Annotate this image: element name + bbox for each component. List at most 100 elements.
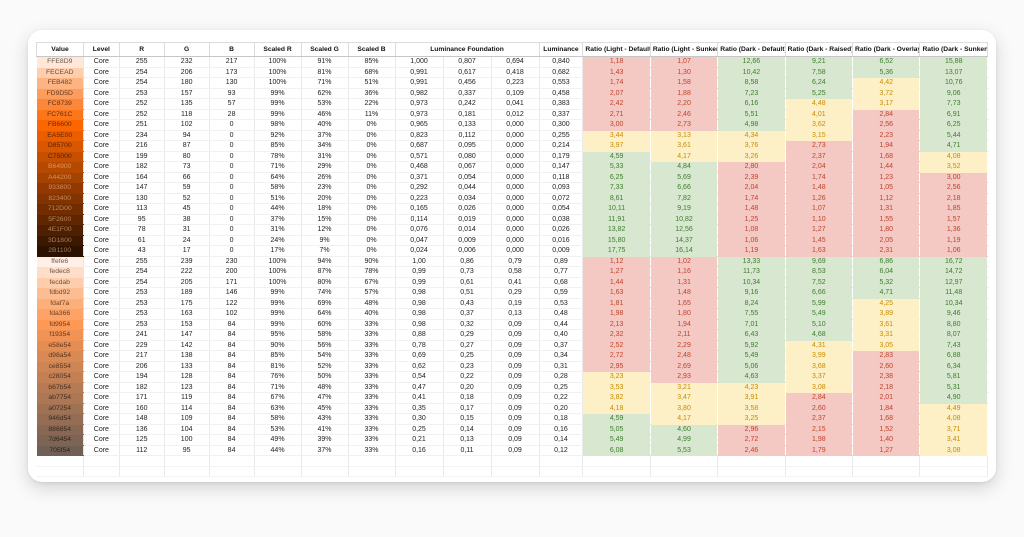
ratio-cell[interactable]: 4,42 (852, 77, 921, 89)
luminance-foundation-cell[interactable]: 0,43 (443, 298, 492, 309)
scaled-b-cell[interactable]: 33% (348, 434, 396, 446)
color-swatch-cell[interactable]: FC8739 (36, 98, 84, 110)
scaled-g-cell[interactable]: 60% (301, 319, 349, 330)
scaled-r-cell[interactable]: 51% (254, 193, 302, 204)
r-cell[interactable]: 253 (119, 308, 165, 320)
ratio-cell[interactable]: 5,49 (717, 350, 786, 362)
luminance-foundation-cell[interactable]: 0,371 (395, 172, 444, 183)
ratio-cell[interactable]: 1,07 (650, 56, 719, 68)
scaled-b-cell[interactable]: 90% (348, 256, 396, 267)
ratio-cell[interactable]: 2,46 (717, 445, 786, 456)
luminance-foundation-cell[interactable]: 0,20 (443, 382, 492, 393)
luminance-foundation-cell[interactable]: 0,067 (443, 161, 492, 173)
luminance-foundation-cell[interactable]: 0,041 (491, 98, 540, 110)
empty-cell[interactable] (36, 466, 84, 477)
ratio-cell[interactable]: 7,43 (919, 340, 988, 351)
g-cell[interactable]: 73 (164, 161, 210, 173)
ratio-cell[interactable]: 5,10 (785, 319, 854, 330)
level-cell[interactable]: Core (83, 77, 120, 89)
ratio-cell[interactable]: 2,46 (650, 109, 719, 120)
scaled-b-cell[interactable]: 51% (348, 77, 396, 89)
color-swatch-cell[interactable]: 886854 (36, 424, 84, 435)
ratio-cell[interactable]: 3,23 (582, 371, 651, 383)
g-cell[interactable]: 135 (164, 98, 210, 110)
ratio-cell[interactable]: 1,55 (852, 214, 921, 225)
ratio-cell[interactable]: 1,10 (785, 214, 854, 225)
g-cell[interactable]: 206 (164, 67, 210, 78)
luminance-foundation-cell[interactable]: 0,09 (491, 319, 540, 330)
luminance-foundation-cell[interactable]: 0,034 (443, 193, 492, 204)
r-cell[interactable]: 182 (119, 161, 165, 173)
scaled-r-cell[interactable]: 100% (254, 67, 302, 78)
r-cell[interactable]: 130 (119, 193, 165, 204)
level-cell[interactable]: Core (83, 413, 120, 425)
scaled-r-cell[interactable]: 92% (254, 130, 302, 141)
luminance-cell[interactable]: 0,59 (539, 287, 584, 299)
luminance-cell[interactable]: 0,179 (539, 151, 584, 162)
luminance-cell[interactable]: 0,34 (539, 350, 584, 362)
color-swatch-cell[interactable]: ab7754 (36, 392, 84, 404)
empty-cell[interactable] (717, 455, 786, 467)
scaled-g-cell[interactable]: 26% (301, 172, 349, 183)
scaled-r-cell[interactable]: 58% (254, 182, 302, 194)
scaled-r-cell[interactable]: 100% (254, 77, 302, 89)
scaled-b-cell[interactable]: 22% (348, 98, 396, 110)
g-cell[interactable]: 239 (164, 256, 210, 267)
b-cell[interactable]: 84 (209, 403, 255, 414)
luminance-foundation-cell[interactable]: 0,973 (395, 98, 444, 110)
color-swatch-cell[interactable]: d98a54 (36, 350, 84, 362)
r-cell[interactable]: 182 (119, 382, 165, 393)
r-cell[interactable]: 229 (119, 340, 165, 351)
ratio-cell[interactable]: 5,44 (919, 130, 988, 141)
luminance-cell[interactable]: 0,25 (539, 382, 584, 393)
ratio-cell[interactable]: 12,66 (717, 56, 786, 68)
ratio-cell[interactable]: 1,57 (919, 214, 988, 225)
luminance-foundation-cell[interactable]: 0,181 (443, 109, 492, 120)
scaled-r-cell[interactable]: 37% (254, 214, 302, 225)
ratio-cell[interactable]: 4,17 (650, 151, 719, 162)
ratio-cell[interactable]: 2,18 (852, 382, 921, 393)
ratio-cell[interactable]: 1,80 (852, 224, 921, 236)
color-swatch-cell[interactable]: 5F2600 (36, 214, 84, 225)
ratio-cell[interactable]: 7,01 (717, 319, 786, 330)
empty-cell[interactable] (539, 455, 584, 467)
ratio-cell[interactable]: 2,83 (852, 350, 921, 362)
luminance-cell[interactable]: 0,22 (539, 392, 584, 404)
ratio-cell[interactable]: 8,24 (717, 298, 786, 309)
ratio-cell[interactable]: 4,84 (650, 161, 719, 173)
ratio-cell[interactable]: 8,61 (582, 193, 651, 204)
col-header-luminance-foundation[interactable]: Luminance Foundation (394, 42, 540, 57)
b-cell[interactable]: 217 (209, 56, 255, 68)
ratio-cell[interactable]: 6,66 (650, 182, 719, 194)
luminance-cell[interactable]: 0,337 (539, 109, 584, 120)
col-header-ratio-dark-raised[interactable]: Ratio (Dark - Raised) (784, 42, 854, 57)
ratio-cell[interactable]: 1,74 (717, 193, 786, 204)
empty-cell[interactable] (83, 455, 120, 467)
b-cell[interactable]: 84 (209, 371, 255, 383)
luminance-cell[interactable]: 0,48 (539, 308, 584, 320)
ratio-cell[interactable]: 10,34 (919, 298, 988, 309)
ratio-cell[interactable]: 12,56 (650, 224, 719, 236)
ratio-cell[interactable]: 2,48 (650, 350, 719, 362)
col-header-b[interactable]: B (208, 42, 255, 57)
ratio-cell[interactable]: 1,85 (919, 203, 988, 215)
r-cell[interactable]: 253 (119, 88, 165, 99)
empty-cell[interactable] (491, 466, 540, 477)
color-swatch-cell[interactable]: fecdab (36, 277, 84, 288)
ratio-cell[interactable]: 3,47 (650, 392, 719, 404)
g-cell[interactable]: 80 (164, 151, 210, 162)
scaled-b-cell[interactable]: 0% (348, 245, 396, 257)
luminance-foundation-cell[interactable]: 0,37 (443, 308, 492, 320)
ratio-cell[interactable]: 4,68 (785, 329, 854, 341)
ratio-cell[interactable]: 10,11 (582, 203, 651, 215)
g-cell[interactable]: 189 (164, 287, 210, 299)
luminance-foundation-cell[interactable]: 0,982 (395, 88, 444, 99)
scaled-g-cell[interactable]: 69% (301, 298, 349, 309)
ratio-cell[interactable]: 3,00 (582, 119, 651, 131)
g-cell[interactable]: 114 (164, 403, 210, 414)
scaled-r-cell[interactable]: 44% (254, 445, 302, 456)
ratio-cell[interactable]: 5,25 (785, 88, 854, 99)
scaled-r-cell[interactable]: 17% (254, 245, 302, 257)
scaled-b-cell[interactable]: 0% (348, 193, 396, 204)
luminance-foundation-cell[interactable]: 1,00 (395, 256, 444, 267)
